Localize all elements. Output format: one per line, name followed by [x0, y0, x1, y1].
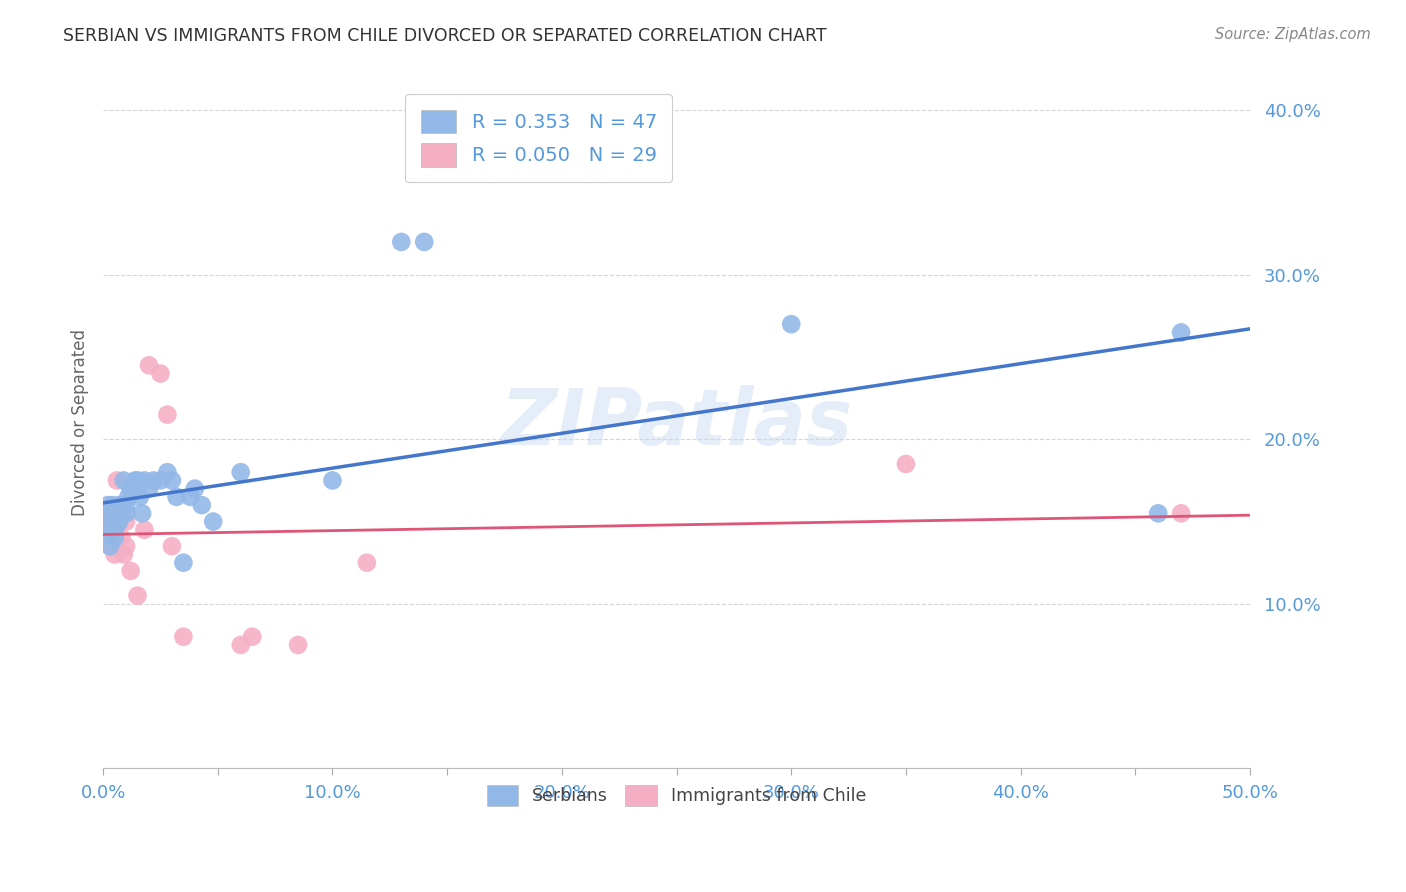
Point [184, 482, 207, 496]
Point [120, 564, 142, 578]
Point [105, 517, 128, 532]
Point [105, 474, 128, 488]
Point [94, 506, 117, 520]
Point [98, 506, 121, 520]
Point [1170, 326, 1192, 340]
Point [1147, 506, 1170, 520]
Point [108, 506, 131, 520]
Point [149, 367, 172, 381]
Point [138, 482, 160, 496]
Point [98, 539, 121, 553]
Point [101, 515, 124, 529]
Point [124, 474, 146, 488]
Point [94, 531, 117, 545]
Point [97, 515, 120, 529]
Point [104, 531, 127, 545]
Point [127, 474, 149, 488]
Point [894, 457, 917, 471]
Point [128, 490, 150, 504]
Point [104, 523, 127, 537]
Point [134, 474, 156, 488]
Point [97, 506, 120, 520]
Point [1170, 506, 1192, 520]
Point [134, 523, 156, 537]
Point [131, 506, 153, 520]
Point [321, 474, 343, 488]
Point [117, 490, 139, 504]
Point [172, 630, 194, 644]
Point [780, 317, 803, 331]
Point [156, 465, 179, 479]
Point [94, 515, 117, 529]
Point [101, 506, 124, 520]
Point [190, 498, 212, 512]
Point [287, 638, 309, 652]
Point [104, 531, 127, 545]
Point [120, 482, 142, 496]
Point [160, 474, 183, 488]
Point [138, 359, 160, 373]
Point [172, 556, 194, 570]
Point [115, 498, 138, 512]
Point [105, 506, 128, 520]
Point [229, 638, 252, 652]
Point [115, 539, 138, 553]
Point [179, 490, 201, 504]
Point [142, 474, 165, 488]
Text: ZIPatlas: ZIPatlas [501, 384, 852, 461]
Point [115, 515, 138, 529]
Point [110, 498, 132, 512]
Point [156, 408, 179, 422]
Point [160, 539, 183, 553]
Point [101, 531, 124, 545]
Point [240, 630, 263, 644]
Point [112, 548, 135, 562]
Y-axis label: Divorced or Separated: Divorced or Separated [72, 329, 89, 516]
Point [97, 498, 120, 512]
Point [112, 474, 135, 488]
Point [202, 515, 225, 529]
Point [108, 498, 131, 512]
Point [127, 589, 149, 603]
Point [98, 539, 121, 553]
Point [104, 548, 127, 562]
Point [413, 235, 436, 249]
Point [229, 465, 252, 479]
Point [389, 235, 412, 249]
Point [108, 515, 131, 529]
Point [98, 523, 121, 537]
Text: SERBIAN VS IMMIGRANTS FROM CHILE DIVORCED OR SEPARATED CORRELATION CHART: SERBIAN VS IMMIGRANTS FROM CHILE DIVORCE… [63, 27, 827, 45]
Point [149, 474, 172, 488]
Point [122, 482, 145, 496]
Point [166, 490, 188, 504]
Point [110, 531, 132, 545]
Point [101, 498, 124, 512]
Point [94, 523, 117, 537]
Text: Source: ZipAtlas.com: Source: ZipAtlas.com [1215, 27, 1371, 42]
Point [110, 506, 132, 520]
Point [104, 506, 127, 520]
Legend: Serbians, Immigrants from Chile: Serbians, Immigrants from Chile [478, 776, 875, 815]
Point [356, 556, 378, 570]
Point [115, 506, 138, 520]
Point [98, 523, 121, 537]
